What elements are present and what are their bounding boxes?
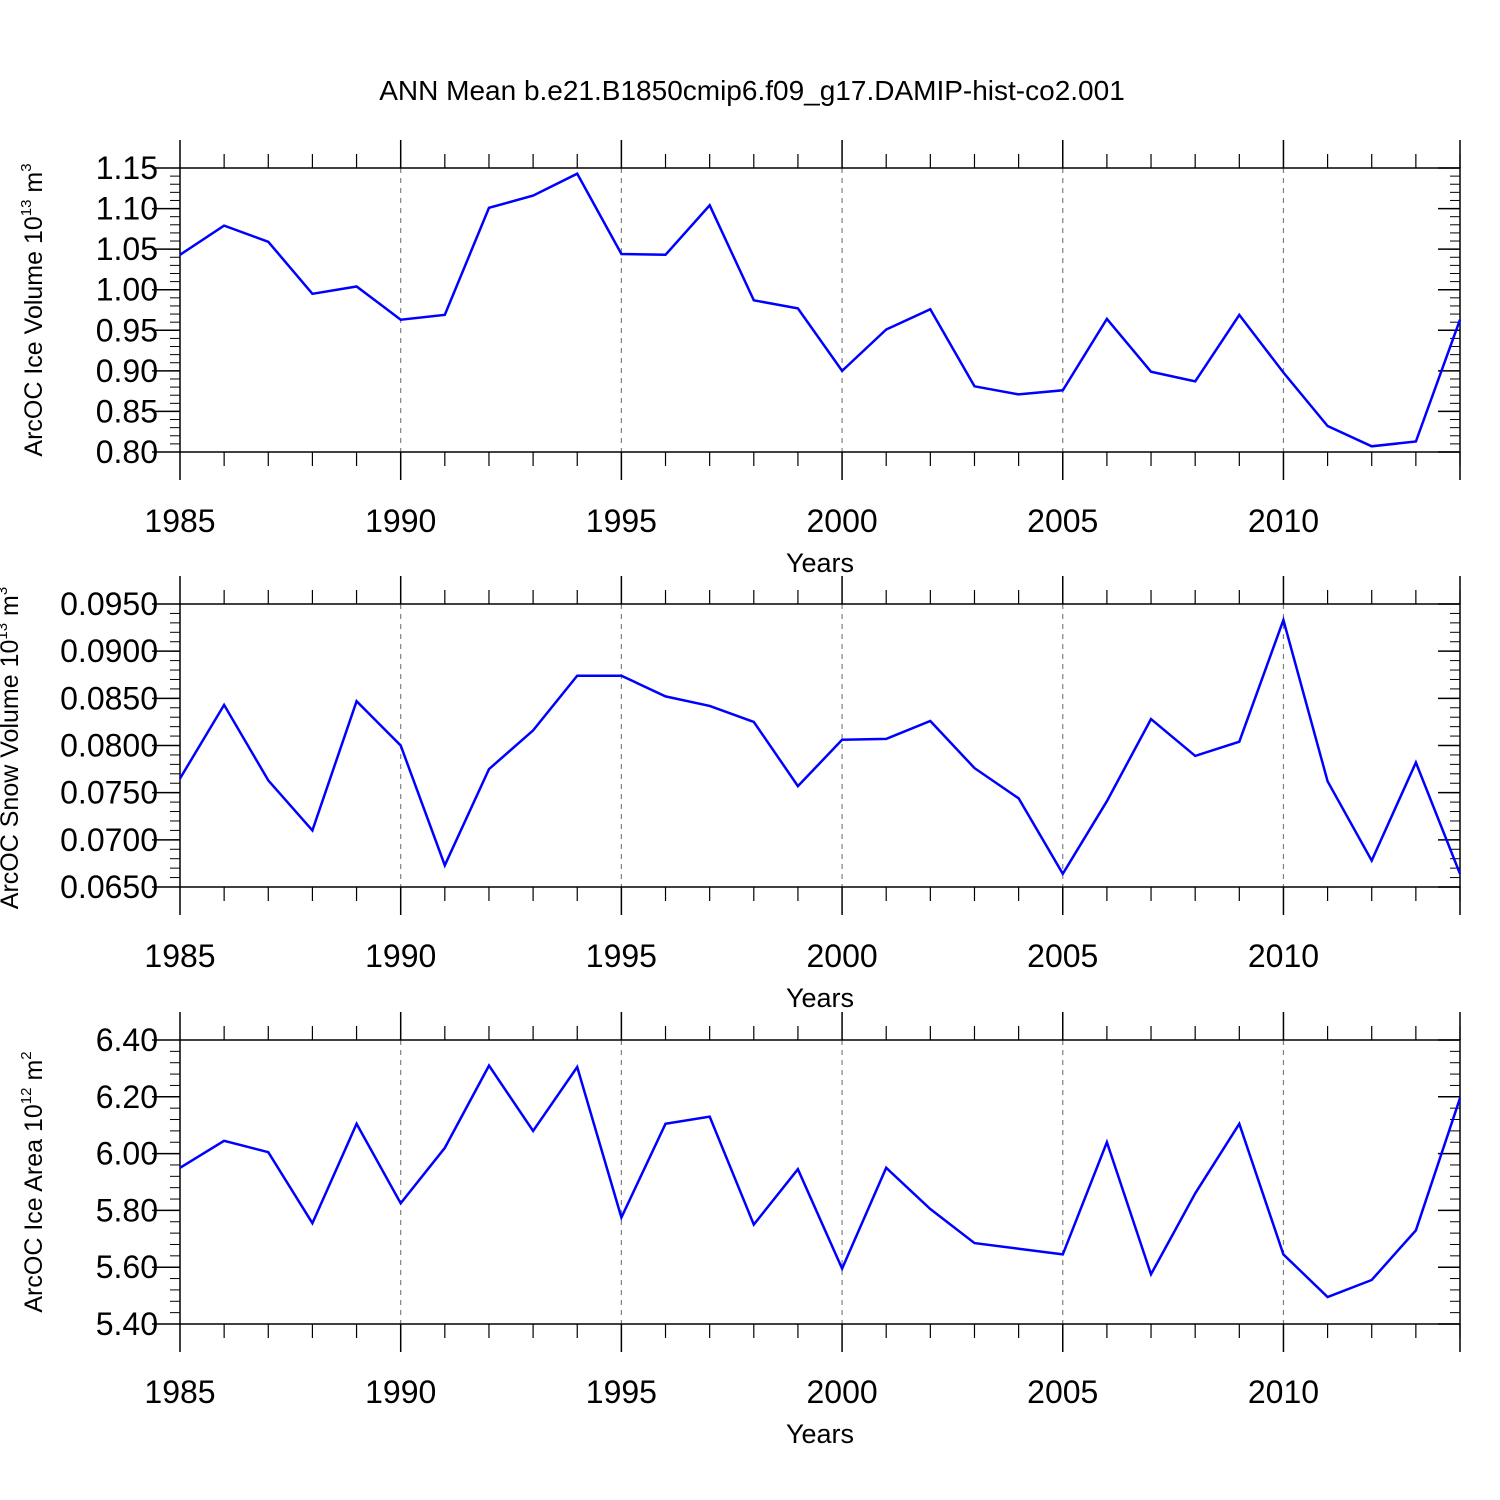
panel-1: 0.80 0.85 0.90 0.95 1.00 1.05 1.10 1.15 1985 1990… xyxy=(18,140,1462,578)
y-tick-label: 5.80 xyxy=(96,1192,158,1228)
y-axis-label-exponent: 13 xyxy=(18,200,35,217)
plot-frame xyxy=(179,1039,1461,1325)
x-tick-label: 2010 xyxy=(1248,503,1319,539)
panels: 0.80 0.85 0.90 0.95 1.00 1.05 1.10 1.15 1985 1990… xyxy=(0,140,1462,1449)
y-axis-label-unit-exponent: 2 xyxy=(18,1051,35,1059)
x-tick-label: 1985 xyxy=(144,938,215,974)
y-tick-label: 1.05 xyxy=(96,231,158,267)
y-tick-label: 0.95 xyxy=(96,312,158,348)
x-tick-label: 1995 xyxy=(586,1374,657,1410)
y-axis-label-exponent: 13 xyxy=(0,623,11,640)
y-axis-label-unit: m xyxy=(0,595,24,623)
x-tick-label: 2005 xyxy=(1027,938,1098,974)
y-axis-label-exponent: 12 xyxy=(18,1088,35,1105)
y-tick-label: 0.0900 xyxy=(60,633,158,669)
y-tick-label: 1.15 xyxy=(96,150,158,186)
y-tick-label: 0.0950 xyxy=(60,586,158,622)
y-axis-label: ArcOC Ice Area 1012 m2 xyxy=(18,1051,48,1312)
y-tick-label: 5.60 xyxy=(96,1249,158,1285)
y-tick-label: 0.0850 xyxy=(60,680,158,716)
y-axis-label-unit: m xyxy=(20,1060,48,1088)
y-tick-label: 1.10 xyxy=(96,191,158,227)
x-tick-label: 2000 xyxy=(806,503,877,539)
x-tick-label: 2005 xyxy=(1027,1374,1098,1410)
y-tick-label: 0.0750 xyxy=(60,775,158,811)
y-tick-label: 6.00 xyxy=(96,1136,158,1172)
x-axis-label: Years xyxy=(786,1419,854,1449)
x-tick-label: 1990 xyxy=(365,1374,436,1410)
y-tick-label: 6.40 xyxy=(96,1022,158,1058)
y-tick-label: 0.85 xyxy=(96,393,158,429)
x-tick-label: 1995 xyxy=(586,503,657,539)
y-axis-label-main: ArcOC Ice Area 10 xyxy=(20,1104,48,1312)
y-axis-label-unit: m xyxy=(20,172,48,200)
y-tick-label: 6.20 xyxy=(96,1079,158,1115)
y-tick-label: 5.40 xyxy=(96,1306,158,1342)
figure-title: ANN Mean b.e21.B1850cmip6.f09_g17.DAMIP-… xyxy=(379,75,1125,106)
x-tick-label: 2005 xyxy=(1027,503,1098,539)
y-axis-label-unit-exponent: 3 xyxy=(18,163,35,171)
x-tick-label: 1990 xyxy=(365,938,436,974)
x-tick-label: 2010 xyxy=(1248,938,1319,974)
panel-3: 5.40 5.60 5.80 6.00 6.20 6.40 1985 1990 1995 2000… xyxy=(18,1012,1462,1449)
y-tick-label: 0.0700 xyxy=(60,822,158,858)
series-line xyxy=(178,615,1462,877)
y-axis-label: ArcOC Snow Volume 1013 m3 xyxy=(0,587,24,909)
y-tick-label: 0.90 xyxy=(96,353,158,389)
y-axis-label-main: ArcOC Ice Volume 10 xyxy=(20,216,48,456)
x-tick-label: 1985 xyxy=(144,503,215,539)
x-tick-label: 2010 xyxy=(1248,1374,1319,1410)
series-line xyxy=(179,1063,1462,1299)
y-tick-label: 0.0650 xyxy=(60,869,158,905)
y-axis-label: ArcOC Ice Volume 1013 m3 xyxy=(18,163,48,456)
x-tick-label: 1990 xyxy=(365,503,436,539)
plot-frame xyxy=(179,167,1461,453)
x-tick-label: 1985 xyxy=(144,1374,215,1410)
y-axis-label-main: ArcOC Snow Volume 10 xyxy=(0,640,24,910)
x-axis-label: Years xyxy=(786,548,854,578)
x-tick-label: 1995 xyxy=(586,938,657,974)
y-tick-label: 0.0800 xyxy=(60,728,158,764)
x-axis-label: Years xyxy=(786,983,854,1013)
y-tick-label: 1.00 xyxy=(96,272,158,308)
series-line xyxy=(179,172,1462,448)
y-axis-label-unit-exponent: 3 xyxy=(0,587,11,595)
panel-2: 0.0650 0.0700 0.0750 0.0800 0.0850 0.0900 0.09… xyxy=(0,576,1462,1013)
x-tick-label: 2000 xyxy=(806,938,877,974)
y-tick-label: 0.80 xyxy=(96,434,158,470)
x-tick-label: 2000 xyxy=(806,1374,877,1410)
